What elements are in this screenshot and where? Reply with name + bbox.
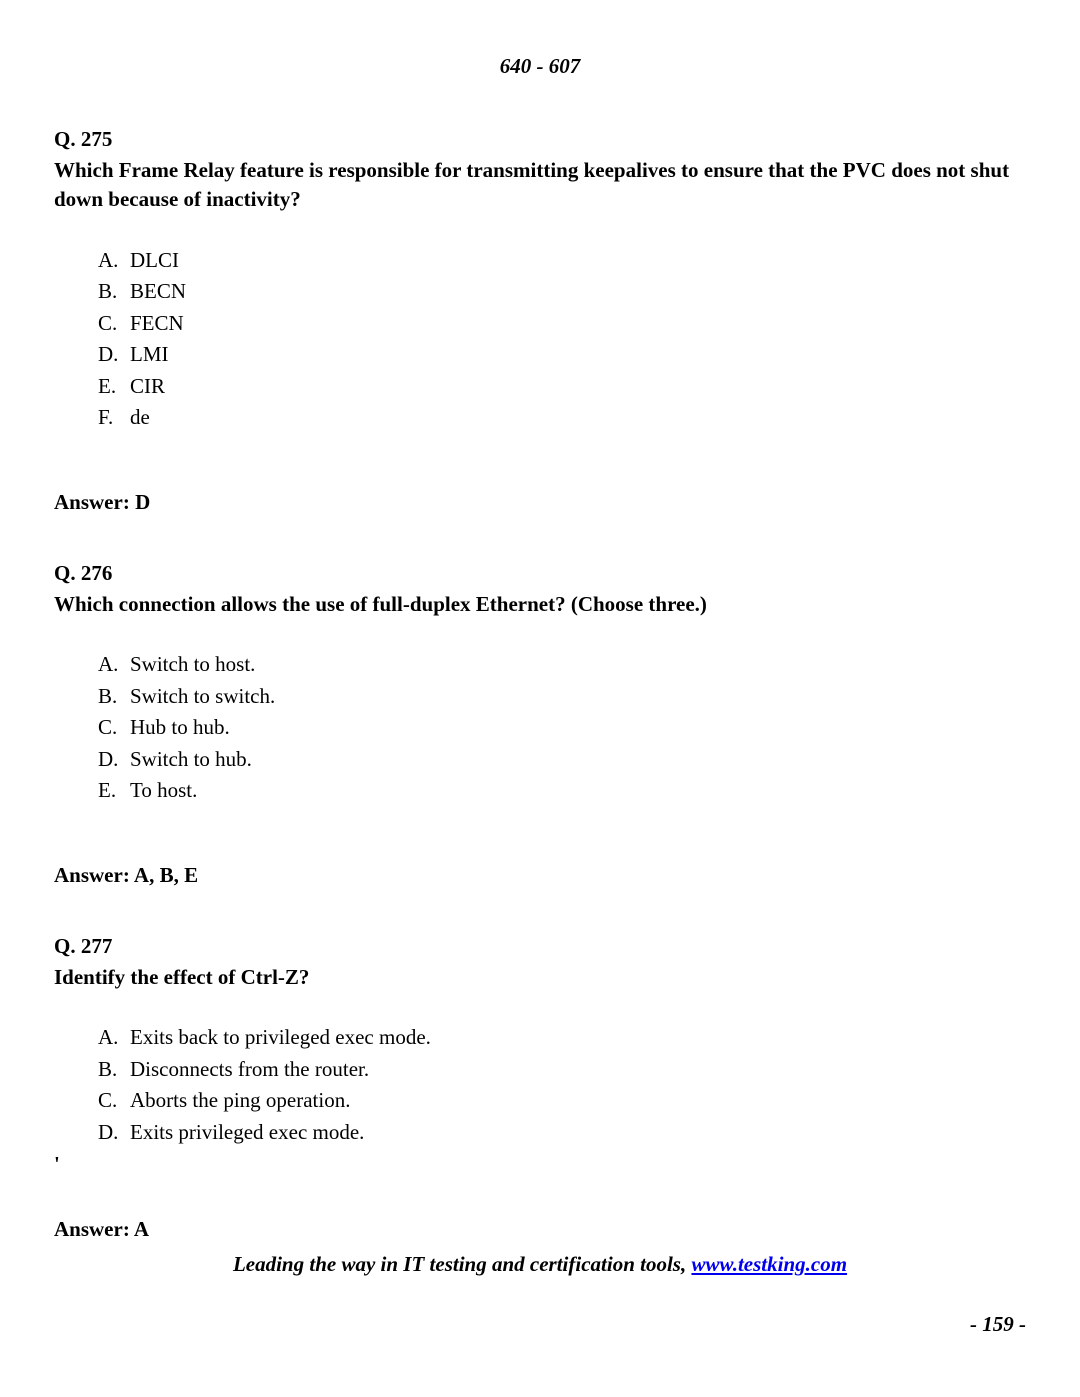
option-list: A.Switch to host. B.Switch to switch. C.… xyxy=(54,649,1026,807)
list-item: C.Aborts the ping operation. xyxy=(98,1085,1026,1117)
option-text: CIR xyxy=(130,371,165,403)
question-block: Q. 275 Which Frame Relay feature is resp… xyxy=(54,127,1026,515)
option-letter: A. xyxy=(98,649,130,681)
footer-link[interactable]: www.testking.com xyxy=(691,1252,847,1276)
option-letter: E. xyxy=(98,775,130,807)
list-item: E.CIR xyxy=(98,371,1026,403)
option-letter: E. xyxy=(98,371,130,403)
option-text: Switch to host. xyxy=(130,649,255,681)
list-item: B.Disconnects from the router. xyxy=(98,1054,1026,1086)
option-letter: A. xyxy=(98,1022,130,1054)
option-letter: B. xyxy=(98,276,130,308)
list-item: A.Exits back to privileged exec mode. xyxy=(98,1022,1026,1054)
question-block: Q. 276 Which connection allows the use o… xyxy=(54,561,1026,888)
list-item: A.DLCI xyxy=(98,245,1026,277)
list-item: B.Switch to switch. xyxy=(98,681,1026,713)
option-letter: D. xyxy=(98,339,130,371)
option-letter: C. xyxy=(98,712,130,744)
option-list: A.Exits back to privileged exec mode. B.… xyxy=(54,1022,1026,1148)
list-item: D.LMI xyxy=(98,339,1026,371)
option-text: To host. xyxy=(130,775,197,807)
question-number: Q. 275 xyxy=(54,127,1026,152)
question-text: Which Frame Relay feature is responsible… xyxy=(54,156,1026,215)
option-text: FECN xyxy=(130,308,184,340)
option-letter: F. xyxy=(98,402,130,434)
page-number: - 159 - xyxy=(970,1312,1026,1337)
option-text: DLCI xyxy=(130,245,179,277)
option-text: Switch to hub. xyxy=(130,744,252,776)
list-item: B.BECN xyxy=(98,276,1026,308)
answer-line: Answer: D xyxy=(54,490,1026,515)
option-text: Switch to switch. xyxy=(130,681,275,713)
list-item: C.Hub to hub. xyxy=(98,712,1026,744)
option-text: Exits privileged exec mode. xyxy=(130,1117,364,1149)
option-letter: B. xyxy=(98,681,130,713)
option-text: Aborts the ping operation. xyxy=(130,1085,350,1117)
option-text: BECN xyxy=(130,276,186,308)
stray-text: ' xyxy=(54,1152,1026,1177)
answer-line: Answer: A, B, E xyxy=(54,863,1026,888)
footer-lead: Leading the way in IT testing and certif… xyxy=(233,1252,692,1276)
option-text: Exits back to privileged exec mode. xyxy=(130,1022,431,1054)
question-number: Q. 276 xyxy=(54,561,1026,586)
list-item: A.Switch to host. xyxy=(98,649,1026,681)
list-item: E.To host. xyxy=(98,775,1026,807)
question-text: Identify the effect of Ctrl-Z? xyxy=(54,963,1026,992)
option-text: Hub to hub. xyxy=(130,712,230,744)
page-header: 640 - 607 xyxy=(54,54,1026,79)
option-list: A.DLCI B.BECN C.FECN D.LMI E.CIR F.de xyxy=(54,245,1026,434)
option-letter: B. xyxy=(98,1054,130,1086)
footer-tagline: Leading the way in IT testing and certif… xyxy=(0,1252,1080,1277)
document-page: 640 - 607 Q. 275 Which Frame Relay featu… xyxy=(0,0,1080,1397)
option-letter: D. xyxy=(98,1117,130,1149)
list-item: C.FECN xyxy=(98,308,1026,340)
question-block: Q. 277 Identify the effect of Ctrl-Z? A.… xyxy=(54,934,1026,1242)
list-item: F.de xyxy=(98,402,1026,434)
option-text: de xyxy=(130,402,150,434)
list-item: D.Exits privileged exec mode. xyxy=(98,1117,1026,1149)
list-item: D.Switch to hub. xyxy=(98,744,1026,776)
option-letter: C. xyxy=(98,308,130,340)
option-letter: D. xyxy=(98,744,130,776)
option-text: Disconnects from the router. xyxy=(130,1054,369,1086)
answer-line: Answer: A xyxy=(54,1217,1026,1242)
question-number: Q. 277 xyxy=(54,934,1026,959)
question-text: Which connection allows the use of full-… xyxy=(54,590,1026,619)
option-letter: A. xyxy=(98,245,130,277)
option-letter: C. xyxy=(98,1085,130,1117)
option-text: LMI xyxy=(130,339,169,371)
